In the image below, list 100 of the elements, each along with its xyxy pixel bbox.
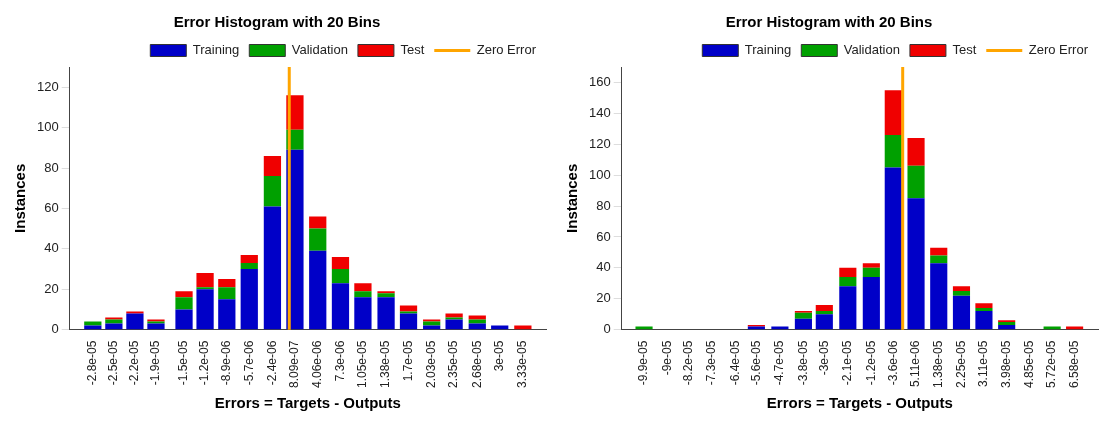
bar <box>309 228 327 251</box>
legend-label: Zero Error <box>476 42 537 58</box>
bar <box>84 321 102 326</box>
x-tick-label: -1.9e-05 <box>148 340 163 386</box>
bar <box>126 311 144 314</box>
bar <box>263 206 282 330</box>
bar <box>975 308 993 312</box>
bar <box>196 273 214 288</box>
y-axis-title: Instances <box>11 163 29 233</box>
bar <box>907 198 925 330</box>
bar <box>839 267 857 278</box>
bar <box>884 134 902 168</box>
bar <box>839 286 857 330</box>
bar <box>240 254 258 263</box>
x-tick-label: -3.8e-05 <box>795 340 810 386</box>
x-tick-label: 7.3e-06 <box>332 340 347 382</box>
bar <box>445 313 463 318</box>
legend-label: Training <box>744 42 792 58</box>
x-tick-label: -9e-05 <box>659 340 674 376</box>
x-tick-label: 2.68e-05 <box>469 340 484 388</box>
y-tick-label: 140 <box>588 104 611 120</box>
x-tick-label: -2.8e-05 <box>85 340 100 386</box>
legend-label: Validation <box>291 42 348 58</box>
x-tick-label: 3e-05 <box>492 340 507 372</box>
y-tick-label: 100 <box>36 119 59 135</box>
x-tick-label: -1.5e-05 <box>176 340 191 386</box>
x-tick-label: 3.98e-05 <box>998 340 1013 388</box>
bar <box>218 299 236 330</box>
x-tick-label: 1.38e-05 <box>378 340 393 388</box>
y-tick-label: 0 <box>603 321 611 337</box>
y-tick-label: 100 <box>588 166 611 182</box>
x-axis-title: Errors = Targets - Outputs <box>214 394 401 412</box>
bar <box>884 90 902 135</box>
bar <box>423 321 441 326</box>
bar <box>218 287 236 300</box>
bar <box>175 297 193 310</box>
y-tick-label: 160 <box>588 74 611 90</box>
bar <box>309 216 327 229</box>
bar <box>196 287 214 290</box>
bar <box>126 313 144 330</box>
x-tick-label: -6.4e-05 <box>727 340 742 386</box>
y-tick-label: 0 <box>51 321 59 337</box>
x-tick-label: 8.09e-07 <box>287 340 302 388</box>
bar <box>423 319 441 322</box>
x-tick-label: 3.33e-05 <box>515 340 530 388</box>
y-tick-label: 40 <box>596 259 611 275</box>
x-tick-label: 1.7e-05 <box>400 340 415 382</box>
bar <box>354 297 372 330</box>
y-tick-label: 20 <box>596 290 611 306</box>
x-tick-label: -3e-05 <box>816 340 831 376</box>
x-axis-title: Errors = Targets - Outputs <box>766 394 953 412</box>
bar <box>263 155 282 177</box>
x-tick-label: 3.11e-05 <box>976 340 991 388</box>
y-tick-label: 40 <box>44 240 59 256</box>
bar <box>240 262 258 270</box>
y-axis-title: Instances <box>563 163 581 233</box>
bar <box>884 167 902 330</box>
x-tick-label: -3.6e-06 <box>885 340 900 386</box>
bar <box>354 291 372 298</box>
legend-label: Training <box>192 42 240 58</box>
x-tick-label: -2.2e-05 <box>127 340 142 386</box>
x-tick-label: -1.2e-05 <box>863 340 878 386</box>
x-tick-label: 4.06e-06 <box>310 340 325 388</box>
chart-title: Error Histogram with 20 Bins <box>725 13 933 31</box>
legend-label: Test <box>400 42 425 58</box>
bar <box>862 277 880 330</box>
bar <box>218 279 236 288</box>
bar <box>907 165 925 199</box>
bar <box>377 291 395 294</box>
bar <box>263 176 282 207</box>
x-tick-label: -2.5e-05 <box>106 340 121 386</box>
bar <box>331 283 350 330</box>
bar <box>309 250 327 330</box>
bar <box>815 314 833 330</box>
x-tick-label: -5.7e-06 <box>241 340 256 386</box>
x-tick-label: 6.58e-05 <box>1066 340 1081 388</box>
y-tick-label: 60 <box>44 199 59 215</box>
bar <box>930 263 948 330</box>
y-tick-label: 60 <box>596 228 611 244</box>
bar <box>399 305 418 312</box>
bar <box>998 324 1016 330</box>
x-tick-label: -4.7e-05 <box>772 340 787 386</box>
bar <box>354 283 372 292</box>
y-tick-label: 120 <box>588 135 611 151</box>
x-tick-label: -8.2e-05 <box>680 340 695 386</box>
bar <box>975 303 993 308</box>
y-tick-label: 80 <box>596 197 611 213</box>
x-tick-label: -8.9e-06 <box>219 340 234 386</box>
bar <box>105 317 123 320</box>
x-tick-label: -9.9e-05 <box>636 340 651 386</box>
x-tick-label: 5.11e-06 <box>908 340 923 388</box>
bar <box>862 267 880 278</box>
chart-title: Error Histogram with 20 Bins <box>173 13 381 31</box>
legend-label: Validation <box>843 42 900 58</box>
x-tick-label: -1.2e-05 <box>197 340 212 386</box>
bar <box>147 323 165 330</box>
bar <box>930 255 948 264</box>
bar <box>839 277 857 287</box>
bar <box>175 309 193 330</box>
bar <box>815 311 833 315</box>
